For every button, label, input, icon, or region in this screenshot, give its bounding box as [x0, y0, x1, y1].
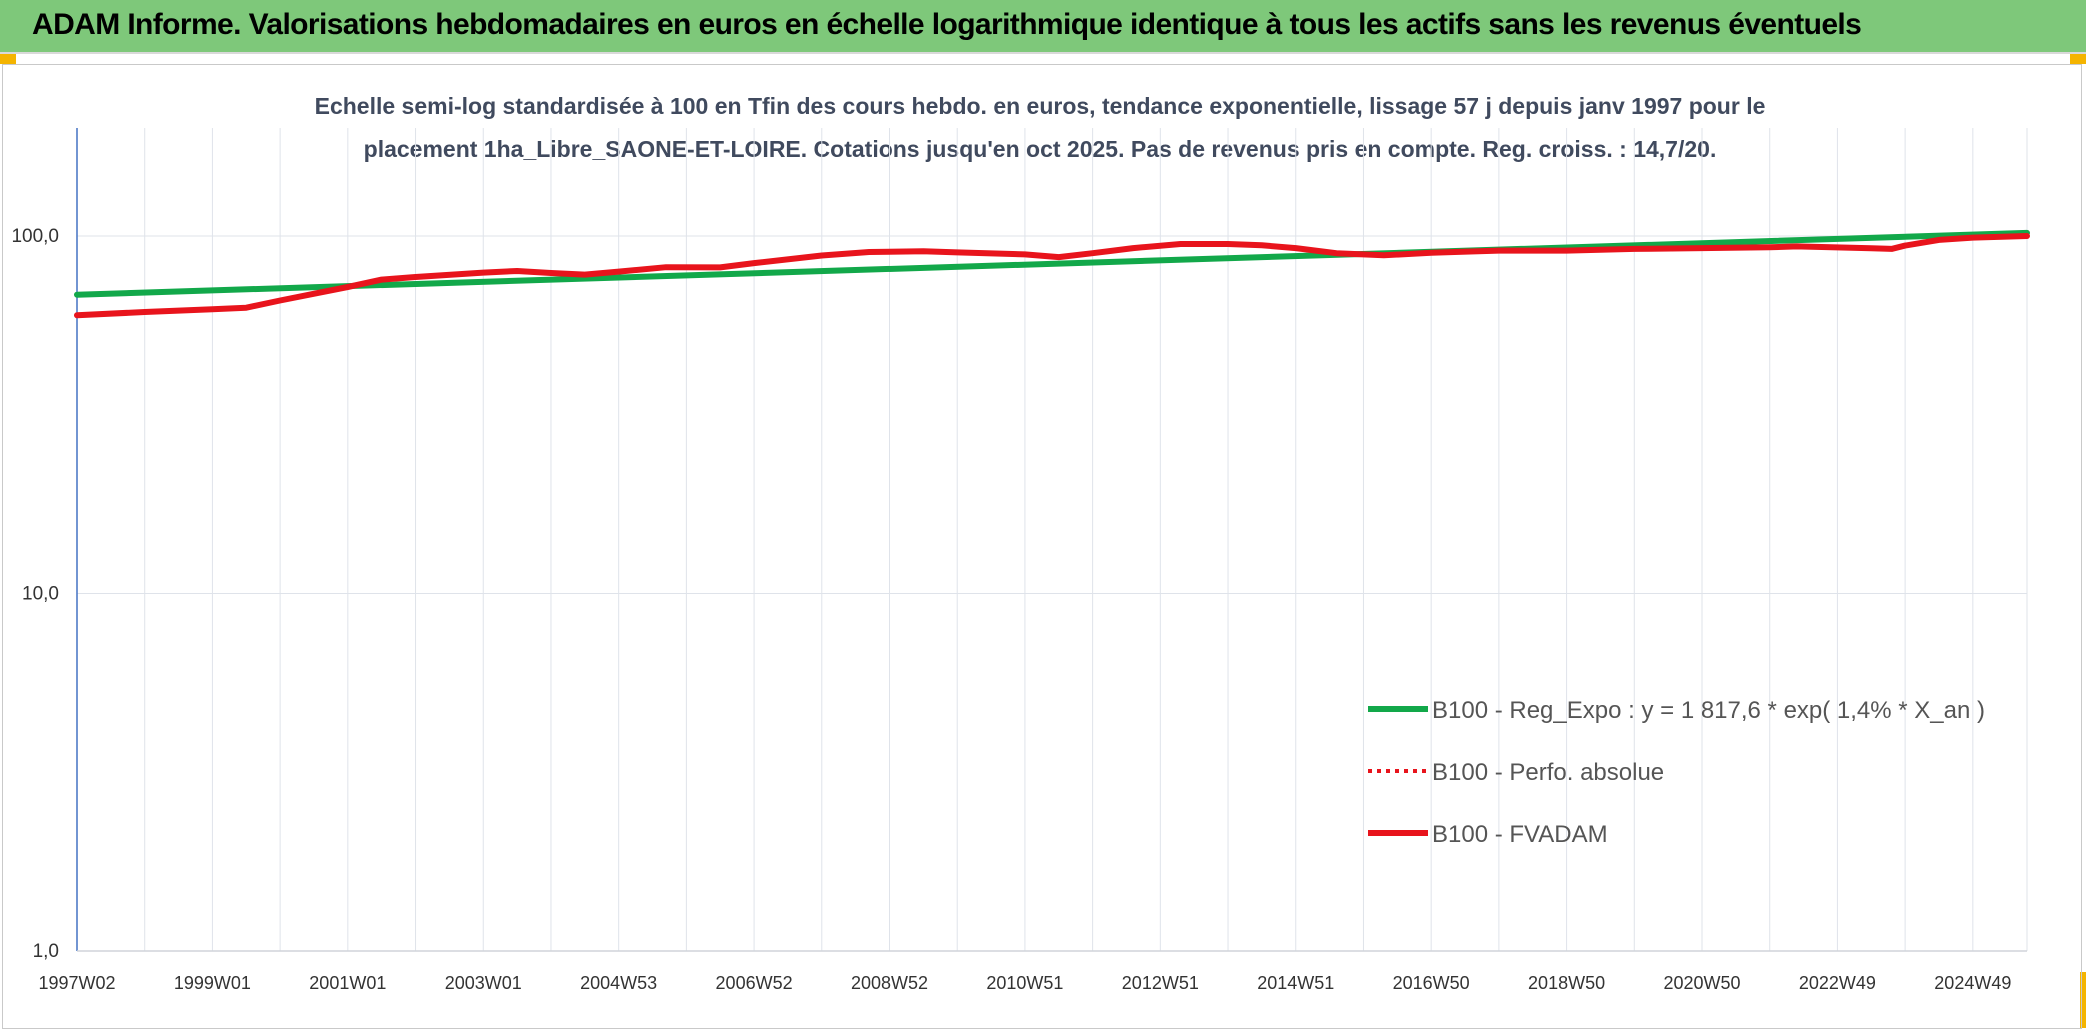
- x-tick-label: 2014W51: [1257, 973, 1334, 993]
- x-tick-label: 2010W51: [986, 973, 1063, 993]
- x-tick-label: 2004W53: [580, 973, 657, 993]
- x-tick-label: 2003W01: [445, 973, 522, 993]
- report-title: ADAM Informe. Valorisations hebdomadaire…: [32, 8, 1862, 41]
- series-reg-expo-line: [74, 229, 2030, 298]
- x-tick-label: 2008W52: [851, 973, 928, 993]
- y-tick-label: 10,0: [22, 584, 59, 605]
- y-tick-label: 1,0: [33, 941, 59, 962]
- x-tick-label: 1999W01: [174, 973, 251, 993]
- chart-frame: [2, 64, 2082, 1029]
- corner-accent-bottom-right: [2080, 972, 2086, 1028]
- x-tick-label: 2012W51: [1122, 973, 1199, 993]
- series-fvadam-line: [74, 233, 2030, 319]
- gridlines: [76, 128, 2028, 952]
- corner-accent-top-right: [2070, 54, 2086, 64]
- x-tick-label: 2020W50: [1663, 973, 1740, 993]
- x-tick-label: 2001W01: [309, 973, 386, 993]
- legend: B100 - Reg_Expo : y = 1 817,6 * exp( 1,4…: [1368, 697, 1985, 848]
- x-tick-label: 2006W52: [716, 973, 793, 993]
- legend-label-reg-expo: B100 - Reg_Expo : y = 1 817,6 * exp( 1,4…: [1432, 697, 1985, 724]
- x-tick-label: 1997W02: [38, 973, 115, 993]
- x-tick-label: 2022W49: [1799, 973, 1876, 993]
- chart-title: Echelle semi-log standardisée à 100 en T…: [315, 93, 1766, 162]
- plot-series: [74, 229, 2030, 319]
- x-tick-label: 2018W50: [1528, 973, 1605, 993]
- report-header: ADAM Informe. Valorisations hebdomadaire…: [0, 0, 2086, 54]
- x-tick-label: 2024W49: [1934, 973, 2011, 993]
- legend-label-perfo-absolue: B100 - Perfo. absolue: [1432, 759, 1664, 786]
- y-tick-label: 100,0: [11, 226, 59, 247]
- chart-title-line-2: placement 1ha_Libre_SAONE-ET-LOIRE. Cota…: [364, 136, 1717, 162]
- chart-title-line-1: Echelle semi-log standardisée à 100 en T…: [315, 93, 1766, 119]
- x-tick-label: 2016W50: [1393, 973, 1470, 993]
- corner-accent-top-left: [0, 54, 16, 64]
- axes: 100,0 10,0 1,0 1997W02 1999W01 2001W01 2003W01…: [11, 128, 2027, 993]
- legend-label-fvadam: B100 - FVADAM: [1432, 821, 1608, 848]
